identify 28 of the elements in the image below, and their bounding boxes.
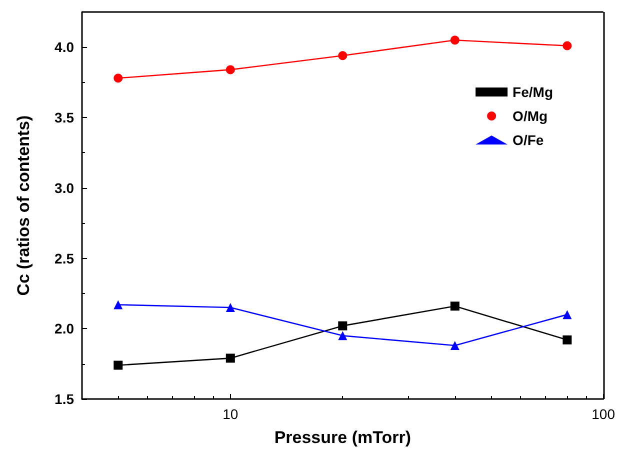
x-axis-title: Pressure (mTorr) bbox=[274, 428, 412, 447]
point bbox=[562, 310, 572, 320]
point bbox=[338, 51, 348, 60]
y-axis-title: Cc (ratios of contents) bbox=[14, 115, 33, 296]
point bbox=[226, 354, 235, 363]
point bbox=[450, 302, 460, 311]
x-tick-label: 100 bbox=[592, 406, 616, 422]
point bbox=[114, 74, 123, 83]
point bbox=[562, 41, 572, 50]
legend-label: O/Fe bbox=[512, 132, 544, 148]
point bbox=[450, 341, 460, 350]
point bbox=[226, 303, 235, 312]
point bbox=[338, 331, 348, 340]
point bbox=[226, 65, 235, 74]
legend-label: O/Mg bbox=[512, 108, 548, 124]
y-tick-label: 1.5 bbox=[54, 391, 74, 407]
point bbox=[562, 335, 572, 344]
x-tick-label: 10 bbox=[222, 406, 238, 422]
point bbox=[338, 321, 348, 330]
y-tick-label: 2.0 bbox=[54, 320, 74, 337]
legend-label: Fe/Mg bbox=[512, 84, 554, 100]
y-tick-label: 2.5 bbox=[54, 250, 74, 266]
y-tick-label: 3.5 bbox=[54, 110, 74, 126]
point bbox=[114, 300, 123, 310]
point bbox=[114, 360, 123, 370]
y-tick-label: 3.0 bbox=[54, 180, 74, 196]
y-tick-label: 4.0 bbox=[54, 39, 74, 56]
point bbox=[450, 36, 460, 45]
